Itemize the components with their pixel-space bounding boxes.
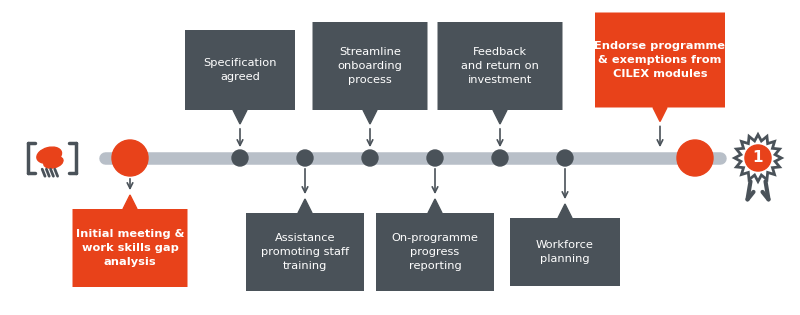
Polygon shape — [558, 204, 572, 218]
FancyBboxPatch shape — [510, 218, 620, 286]
Text: On-programme
progress
reporting: On-programme progress reporting — [391, 233, 478, 271]
Circle shape — [492, 150, 508, 166]
Circle shape — [297, 150, 313, 166]
Ellipse shape — [37, 147, 62, 163]
Circle shape — [427, 150, 443, 166]
Text: Initial meeting &
work skills gap
analysis: Initial meeting & work skills gap analys… — [76, 229, 184, 266]
FancyBboxPatch shape — [595, 13, 725, 107]
Text: Endorse programme
& exemptions from
CILEX modules: Endorse programme & exemptions from CILE… — [594, 41, 726, 79]
Ellipse shape — [44, 156, 63, 168]
FancyBboxPatch shape — [313, 22, 427, 110]
Polygon shape — [298, 199, 312, 213]
FancyBboxPatch shape — [73, 209, 187, 287]
Circle shape — [232, 150, 248, 166]
Text: Feedback
and return on
investment: Feedback and return on investment — [461, 47, 539, 85]
Polygon shape — [428, 199, 442, 213]
Text: Assistance
promoting staff
training: Assistance promoting staff training — [261, 233, 349, 271]
Circle shape — [677, 140, 713, 176]
Text: Specification
agreed: Specification agreed — [203, 58, 277, 82]
Text: Workforce
planning: Workforce planning — [536, 240, 594, 264]
FancyBboxPatch shape — [438, 22, 562, 110]
Text: 1: 1 — [753, 151, 763, 165]
Circle shape — [362, 150, 378, 166]
Circle shape — [557, 150, 573, 166]
FancyBboxPatch shape — [246, 213, 364, 291]
Polygon shape — [653, 107, 667, 122]
Text: Streamline
onboarding
process: Streamline onboarding process — [338, 47, 402, 85]
Polygon shape — [233, 110, 247, 124]
Polygon shape — [363, 110, 377, 124]
Polygon shape — [123, 195, 137, 209]
Circle shape — [745, 145, 771, 171]
Polygon shape — [493, 110, 507, 124]
Circle shape — [112, 140, 148, 176]
FancyBboxPatch shape — [376, 213, 494, 291]
FancyBboxPatch shape — [185, 30, 295, 110]
